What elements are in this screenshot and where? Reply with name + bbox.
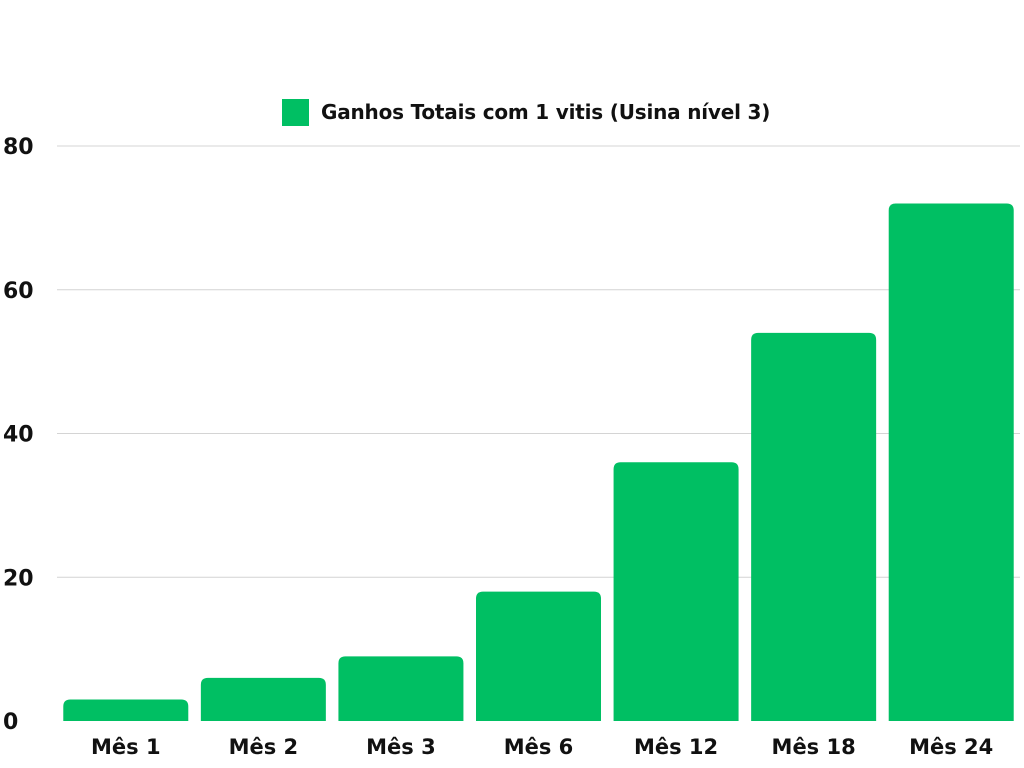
y-tick-label: 0 [3, 710, 18, 735]
bar [751, 332, 877, 721]
y-axis-ticks: 0 20 40 60 80 [3, 135, 34, 735]
bar [888, 203, 1014, 721]
x-tick-label: Mês 6 [504, 735, 574, 759]
x-tick-label: Mês 18 [772, 735, 856, 759]
x-tick-label: Mês 2 [229, 735, 299, 759]
legend: Ganhos Totais com 1 vitis (Usina nível 3… [282, 97, 770, 127]
y-tick-label: 60 [3, 279, 34, 304]
x-tick-label: Mês 3 [366, 735, 436, 759]
x-tick-label: Mês 24 [909, 735, 993, 759]
y-tick-label: 20 [3, 566, 34, 591]
y-tick-label: 80 [3, 135, 34, 160]
bar [63, 699, 189, 721]
legend-label: Ganhos Totais com 1 vitis (Usina nível 3… [321, 100, 771, 124]
bar [200, 677, 326, 721]
bars [63, 203, 1014, 721]
x-tick-label: Mês 12 [634, 735, 718, 759]
y-tick-label: 40 [3, 423, 34, 448]
legend-swatch [282, 98, 309, 126]
bar [476, 591, 601, 721]
bar [338, 656, 464, 721]
x-tick-label: Mês 1 [91, 735, 161, 759]
x-axis-labels: Mês 1 Mês 2 Mês 3 Mês 6 Mês 12 Mês 18 Mês 24 [91, 735, 993, 759]
bar [613, 462, 739, 721]
